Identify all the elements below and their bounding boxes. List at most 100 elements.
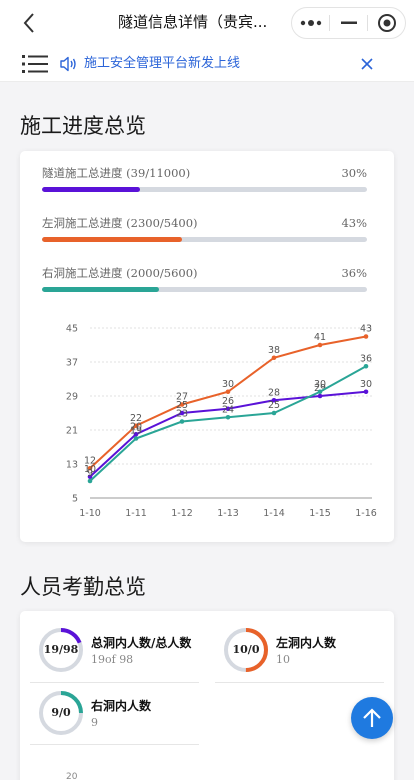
- divider: [30, 682, 199, 683]
- attendance-ring: [39, 691, 83, 735]
- attendance-title: 右洞内人数: [91, 699, 152, 713]
- menu-icon[interactable]: [22, 53, 48, 75]
- more-icon: [300, 20, 321, 26]
- data-label: 30: [314, 379, 326, 390]
- notice-bar: 施工安全管理平台新发上线: [0, 46, 414, 82]
- ring-arc: [39, 691, 83, 735]
- progress-percent: 30%: [341, 166, 367, 180]
- data-point: [363, 363, 369, 369]
- data-label: 22: [130, 413, 142, 424]
- attendance-sub: 19of 98: [91, 653, 134, 666]
- data-label: 27: [176, 392, 188, 403]
- y-tick-label: 29: [66, 392, 78, 403]
- data-point: [271, 355, 277, 361]
- data-point: [133, 431, 139, 437]
- ring-label: 10/0: [232, 643, 260, 656]
- progress-track: [42, 237, 367, 242]
- x-tick-label: 1-14: [263, 508, 285, 519]
- data-point: [87, 474, 93, 480]
- ring-label: 19/98: [43, 643, 79, 656]
- minimize-button[interactable]: [330, 8, 367, 38]
- data-label: 30: [222, 379, 234, 390]
- close-app-button[interactable]: [368, 8, 405, 38]
- data-label: 25: [268, 400, 280, 411]
- progress-percent: 36%: [341, 266, 367, 280]
- data-label: 29: [314, 383, 326, 394]
- ring-arc: [224, 628, 268, 672]
- page-title: 隧道信息详情（贵宾...: [118, 13, 268, 31]
- back-icon: [23, 13, 34, 33]
- progress-label: 隧道施工总进度 (39/11000): [42, 166, 191, 180]
- data-point: [225, 406, 231, 412]
- data-point: [317, 342, 323, 348]
- data-point: [225, 414, 231, 420]
- y-tick-label: 13: [66, 460, 78, 471]
- data-label: 38: [268, 345, 280, 356]
- data-label: 20: [130, 421, 142, 432]
- attendance-sub: 9: [91, 716, 98, 729]
- attendance-right[interactable]: 9/0 右洞内人数 9: [37, 689, 207, 737]
- data-label: 19: [130, 426, 142, 437]
- data-label: 30: [360, 379, 372, 390]
- next-chart-card: 20: [20, 757, 394, 780]
- capsule-divider: [329, 15, 330, 31]
- progress-line-chart: 5 13 21 29 37 45 1-10 1-11 1-12 1-13 1-14 1-15 1-16 1…: [66, 324, 377, 520]
- progress-track: [42, 287, 367, 292]
- progress-track: [42, 187, 367, 192]
- x-tick-label: 1-16: [355, 508, 377, 519]
- data-label: 28: [268, 387, 280, 398]
- data-label: 23: [176, 409, 188, 420]
- progress-section-title: 施工进度总览: [20, 114, 146, 138]
- x-tick-label: 1-13: [217, 508, 239, 519]
- close-icon[interactable]: [359, 56, 375, 72]
- progress-fill: [42, 237, 182, 242]
- close-app-icon: [377, 14, 396, 32]
- data-label: 25: [176, 400, 188, 411]
- minimize-icon: [340, 21, 357, 24]
- attendance-title: 左洞内人数: [276, 636, 337, 650]
- notice-text[interactable]: 施工安全管理平台新发上线: [84, 56, 241, 71]
- attendance-total[interactable]: 19/98 总洞内人数/总人数 19of 98: [37, 626, 207, 674]
- data-point: [179, 402, 185, 407]
- data-label: 43: [360, 324, 372, 335]
- back-button[interactable]: [14, 8, 44, 38]
- x-tick-label: 1-10: [79, 508, 101, 519]
- attendance-left[interactable]: 10/0 左洞内人数 10: [222, 626, 382, 674]
- progress-card: 隧道施工总进度 (39/11000) 30% 左洞施工总进度 (2300/540…: [20, 151, 394, 542]
- y-tick-label: 45: [66, 324, 78, 335]
- data-point: [363, 389, 369, 395]
- data-point: [271, 397, 277, 403]
- y-tick-label: 21: [66, 426, 78, 437]
- data-point: [87, 465, 93, 471]
- ring-label: 9/0: [51, 706, 71, 719]
- progress-label: 右洞施工总进度 (2000/5600): [42, 266, 198, 280]
- data-label: 36: [360, 353, 372, 364]
- divider: [215, 682, 384, 683]
- data-point: [179, 419, 185, 424]
- scroll-top-button[interactable]: [351, 697, 393, 739]
- more-button[interactable]: [292, 8, 329, 38]
- progress-label: 左洞施工总进度 (2300/5400): [42, 216, 198, 230]
- data-point: [133, 423, 139, 429]
- mini-program-capsule: [291, 7, 406, 39]
- attendance-ring: [224, 628, 268, 672]
- attendance-sub: 10: [276, 653, 290, 666]
- data-point: [87, 478, 93, 484]
- attendance-card: 19/98 总洞内人数/总人数 19of 98 10/0 左洞内人数 10 9/…: [20, 611, 394, 780]
- attendance-title: 总洞内人数/总人数: [91, 636, 192, 650]
- x-tick-label: 1-11: [125, 508, 147, 519]
- data-point: [133, 436, 139, 441]
- attendance-section-title: 人员考勤总览: [20, 575, 146, 599]
- divider: [30, 744, 199, 745]
- data-point: [363, 334, 369, 339]
- y-tick-label: 37: [66, 358, 78, 369]
- data-label: 10: [84, 464, 96, 475]
- ring-arc: [39, 628, 83, 672]
- arrow-up-icon: [363, 708, 381, 727]
- attendance-ring: [39, 628, 83, 672]
- x-tick-label: 1-15: [309, 508, 331, 519]
- data-label: 24: [222, 404, 234, 415]
- data-label: 12: [84, 455, 96, 466]
- y-tick-label: 5: [72, 494, 78, 505]
- data-label: 41: [314, 332, 326, 343]
